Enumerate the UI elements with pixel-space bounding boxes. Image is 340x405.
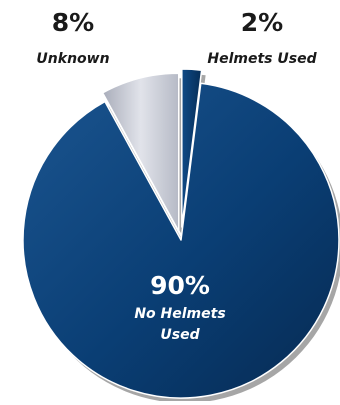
label-helmets-name: Helmets Used (207, 51, 317, 67)
label-unknown-pct: 8% (52, 8, 94, 37)
slices (22, 68, 340, 399)
slice-labels: 2% Helmets Used 8% Unknown 90% No Helmet… (36, 8, 317, 343)
label-nohelmets-name-line1: No Helmets (134, 306, 225, 322)
slice-helmets-used (181, 68, 203, 228)
label-nohelmets-pct: 90% (150, 271, 210, 300)
slice-unknown (101, 72, 180, 233)
label-nohelmets-name-line2: Used (160, 327, 200, 343)
label-unknown-name: Unknown (36, 51, 109, 67)
slice-no-helmets-used (22, 82, 340, 399)
label-helmets-pct: 2% (241, 8, 283, 37)
